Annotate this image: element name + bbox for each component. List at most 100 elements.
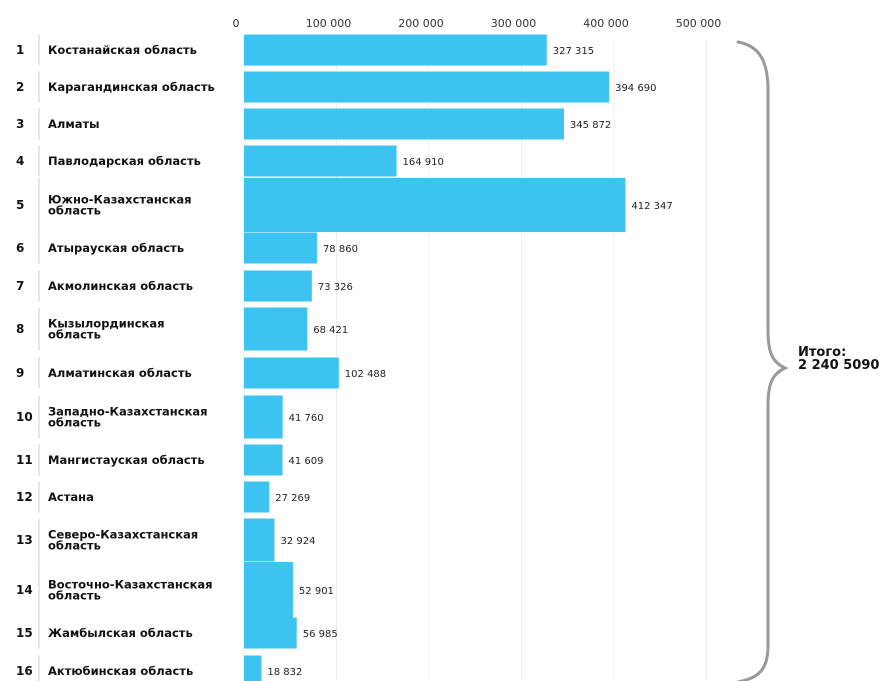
- bar: [244, 34, 547, 66]
- region-label: Южно-Казахстанская: [48, 193, 192, 207]
- row-separator: [38, 307, 40, 351]
- bar: [244, 481, 270, 513]
- bar: [244, 270, 312, 302]
- bar: [244, 71, 610, 103]
- value-label: 412 347: [631, 201, 672, 212]
- value-label: 345 872: [570, 120, 611, 131]
- bar: [244, 178, 626, 232]
- row-separator: [38, 270, 40, 302]
- x-tick-label: 500 000: [676, 17, 722, 30]
- region-label: Алматинская область: [48, 366, 192, 380]
- region-label: область: [48, 416, 101, 430]
- rank-label: 8: [16, 322, 24, 336]
- region-label: область: [48, 328, 101, 342]
- value-label: 394 690: [615, 83, 656, 94]
- region-label: область: [48, 204, 101, 218]
- row-separator: [38, 617, 40, 649]
- row-separator: [38, 562, 40, 618]
- row-separator: [38, 481, 40, 513]
- rank-label: 3: [16, 117, 24, 131]
- value-label: 102 488: [345, 369, 386, 380]
- bar: [244, 145, 397, 177]
- bar: [244, 562, 293, 618]
- x-axis-ticks: 0 100 000 200 000 300 000 400 000 500 000: [233, 17, 722, 30]
- value-label: 164 910: [403, 157, 444, 168]
- rank-label: 4: [16, 154, 24, 168]
- value-label: 73 326: [318, 282, 353, 293]
- region-label: Мангистауская область: [48, 453, 205, 467]
- x-tick-label: 400 000: [583, 17, 629, 30]
- row-separator: [38, 395, 40, 439]
- row-separator: [38, 232, 40, 264]
- x-tick-label: 100 000: [306, 17, 352, 30]
- x-tick-label: 200 000: [398, 17, 444, 30]
- region-label: Павлодарская область: [48, 154, 201, 168]
- value-label: 327 315: [553, 46, 594, 57]
- x-tick-label: 300 000: [491, 17, 537, 30]
- value-label: 52 901: [299, 586, 334, 597]
- row-separator: [38, 357, 40, 389]
- row-separator: [38, 108, 40, 140]
- row-separator: [38, 145, 40, 177]
- region-label: Северо-Казахстанская: [48, 528, 198, 542]
- row-separator: [38, 444, 40, 476]
- value-label: 56 985: [303, 629, 338, 640]
- region-label: Костанайская область: [48, 43, 197, 57]
- value-label: 32 924: [280, 536, 315, 547]
- region-label: Алматы: [48, 117, 100, 131]
- rank-label: 6: [16, 241, 24, 255]
- bar: [244, 655, 262, 681]
- value-label: 78 860: [323, 244, 358, 255]
- region-label: Кызылординская: [48, 317, 165, 331]
- bar: [244, 232, 317, 264]
- rank-label: 1: [16, 43, 24, 57]
- region-label: Восточно-Казахстанская: [48, 578, 213, 592]
- total-line: Итого:: [798, 345, 846, 360]
- value-labels: 327 315 394 690 345 872 164 910 412 347 78 86…: [267, 46, 672, 678]
- region-label: Жамбылская область: [48, 626, 193, 640]
- rank-label: 7: [16, 279, 24, 293]
- bar: [244, 307, 308, 351]
- region-label: область: [48, 589, 101, 603]
- rank-label: 13: [16, 533, 33, 547]
- bar: [244, 518, 275, 562]
- total-line: 2 240 5090: [798, 358, 879, 373]
- category-labels: 1 Костанайская область 2 Карагандинская обл…: [16, 34, 215, 681]
- rank-label: 14: [16, 583, 33, 597]
- row-separator: [38, 518, 40, 562]
- x-tick-label: 0: [233, 17, 240, 30]
- rank-label: 2: [16, 80, 24, 94]
- value-label: 68 421: [313, 325, 348, 336]
- rank-label: 16: [16, 664, 33, 678]
- total-label: Итого: 2 240 5090: [798, 345, 879, 373]
- region-label: Акмолинская область: [48, 279, 193, 293]
- bar: [244, 444, 283, 476]
- bar: [244, 357, 339, 389]
- rank-label: 15: [16, 626, 33, 640]
- rank-label: 11: [16, 453, 33, 467]
- bars: [244, 34, 626, 681]
- bar: [244, 617, 297, 649]
- row-separator: [38, 655, 40, 681]
- region-label: Актюбинская область: [48, 664, 193, 678]
- region-label: область: [48, 539, 101, 553]
- region-label: Карагандинская область: [48, 80, 215, 94]
- row-separator: [38, 178, 40, 232]
- row-separator: [38, 34, 40, 66]
- bar: [244, 395, 283, 439]
- region-label: Атырауская область: [48, 241, 184, 255]
- rank-label: 12: [16, 490, 33, 504]
- value-label: 41 609: [288, 456, 323, 467]
- value-label: 27 269: [275, 493, 310, 504]
- bar: [244, 108, 564, 140]
- region-label: Астана: [48, 490, 94, 504]
- rank-label: 5: [16, 198, 24, 212]
- region-label: Западно-Казахстанская: [48, 405, 208, 419]
- rank-label: 9: [16, 366, 24, 380]
- rank-label: 10: [16, 410, 33, 424]
- value-label: 41 760: [289, 413, 324, 424]
- value-label: 18 832: [267, 667, 302, 678]
- total-brace: [736, 40, 789, 681]
- row-separator: [38, 71, 40, 103]
